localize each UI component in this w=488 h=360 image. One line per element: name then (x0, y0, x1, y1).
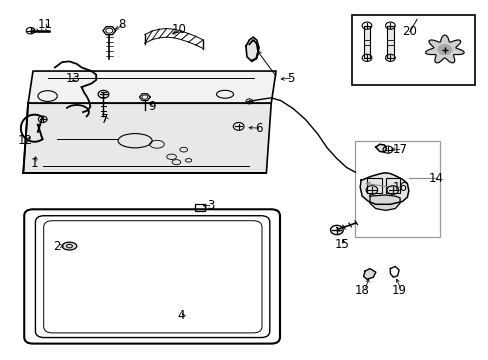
Text: 17: 17 (392, 143, 407, 156)
Bar (386, 26, 393, 58)
Text: 7: 7 (101, 113, 108, 126)
Bar (366, 178, 381, 193)
Polygon shape (363, 269, 375, 279)
Text: 5: 5 (286, 72, 294, 85)
Text: 10: 10 (171, 23, 186, 36)
Text: 19: 19 (391, 284, 406, 297)
Bar (195, 204, 204, 211)
Text: 11: 11 (38, 18, 53, 31)
Text: 13: 13 (66, 72, 81, 85)
Text: 1: 1 (31, 157, 38, 170)
Text: 2: 2 (54, 240, 61, 253)
Text: 6: 6 (255, 122, 262, 135)
Text: 14: 14 (428, 172, 443, 185)
Text: 4: 4 (177, 309, 184, 322)
Text: 18: 18 (354, 284, 369, 297)
Bar (386, 178, 399, 193)
Polygon shape (375, 144, 386, 152)
Text: 9: 9 (148, 100, 156, 113)
Polygon shape (23, 103, 271, 173)
Bar (352, 15, 474, 85)
Polygon shape (369, 195, 399, 210)
Text: 16: 16 (392, 181, 407, 194)
Bar (363, 26, 370, 58)
Polygon shape (28, 71, 276, 103)
Text: 8: 8 (118, 18, 125, 31)
Text: 15: 15 (334, 238, 348, 251)
Polygon shape (360, 173, 408, 204)
Circle shape (437, 45, 451, 55)
Text: 12: 12 (17, 134, 32, 147)
Text: 3: 3 (206, 198, 214, 212)
Polygon shape (425, 35, 463, 63)
Ellipse shape (62, 242, 77, 250)
Bar (355, 141, 440, 237)
Text: 20: 20 (402, 25, 416, 38)
Polygon shape (245, 37, 259, 62)
